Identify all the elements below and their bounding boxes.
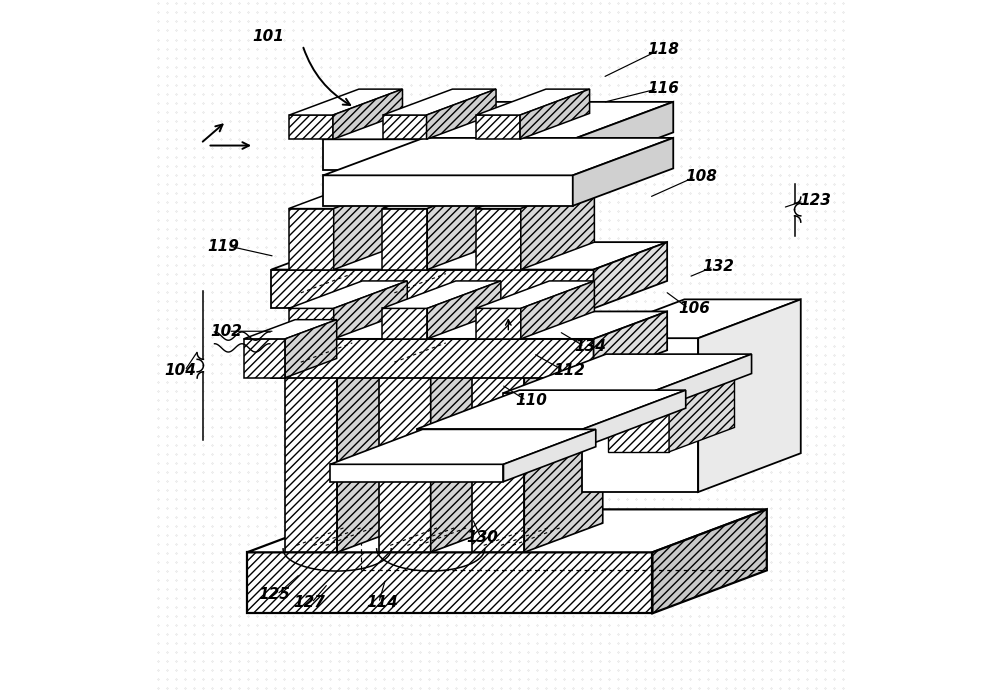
Polygon shape — [323, 175, 573, 206]
Polygon shape — [382, 209, 427, 270]
Polygon shape — [289, 115, 333, 139]
Polygon shape — [427, 89, 496, 139]
Polygon shape — [521, 281, 594, 339]
Text: 127: 127 — [293, 595, 325, 611]
Polygon shape — [649, 354, 752, 412]
Polygon shape — [289, 209, 334, 270]
Text: 125: 125 — [259, 587, 291, 602]
Polygon shape — [472, 369, 524, 552]
Text: 101: 101 — [252, 28, 284, 44]
Polygon shape — [323, 138, 673, 175]
Text: 132: 132 — [702, 259, 734, 274]
Polygon shape — [503, 354, 752, 393]
Polygon shape — [289, 281, 407, 308]
Polygon shape — [333, 89, 402, 139]
Polygon shape — [476, 281, 594, 308]
Polygon shape — [334, 181, 407, 270]
Polygon shape — [594, 242, 667, 308]
Text: 106: 106 — [678, 301, 710, 316]
Polygon shape — [669, 378, 735, 452]
Polygon shape — [289, 89, 402, 115]
Polygon shape — [427, 181, 501, 270]
Polygon shape — [476, 115, 520, 139]
Polygon shape — [503, 430, 596, 482]
Polygon shape — [573, 138, 673, 206]
Polygon shape — [330, 464, 503, 482]
Polygon shape — [608, 402, 669, 452]
Polygon shape — [285, 369, 337, 552]
Polygon shape — [244, 319, 337, 339]
Polygon shape — [521, 181, 594, 270]
Polygon shape — [608, 378, 735, 402]
Polygon shape — [271, 242, 667, 270]
Polygon shape — [472, 340, 603, 369]
Polygon shape — [244, 339, 285, 378]
Text: 110: 110 — [515, 393, 547, 408]
Text: 114: 114 — [366, 595, 398, 611]
Polygon shape — [652, 509, 767, 613]
Polygon shape — [582, 338, 698, 492]
Polygon shape — [271, 339, 594, 378]
Text: 118: 118 — [647, 42, 679, 58]
Text: 108: 108 — [685, 169, 717, 184]
Polygon shape — [476, 308, 521, 339]
Text: 130: 130 — [467, 529, 499, 545]
Polygon shape — [323, 102, 673, 139]
Polygon shape — [323, 139, 573, 170]
Polygon shape — [594, 311, 667, 378]
Polygon shape — [379, 369, 431, 552]
Polygon shape — [382, 181, 501, 209]
Text: 112: 112 — [553, 363, 585, 378]
Text: 102: 102 — [210, 324, 242, 339]
Polygon shape — [382, 281, 501, 308]
Text: 134: 134 — [574, 339, 606, 354]
Polygon shape — [431, 340, 509, 552]
Polygon shape — [417, 390, 686, 429]
Polygon shape — [334, 281, 407, 339]
Polygon shape — [285, 319, 337, 378]
Text: 123: 123 — [799, 193, 831, 209]
Polygon shape — [524, 340, 603, 552]
Polygon shape — [427, 281, 501, 339]
Polygon shape — [417, 429, 583, 447]
Polygon shape — [476, 181, 594, 209]
Polygon shape — [289, 308, 334, 339]
Polygon shape — [383, 89, 496, 115]
Polygon shape — [698, 299, 801, 492]
Polygon shape — [382, 308, 427, 339]
Polygon shape — [289, 181, 407, 209]
Polygon shape — [583, 390, 686, 447]
Polygon shape — [476, 209, 521, 270]
Polygon shape — [573, 102, 673, 170]
Polygon shape — [271, 311, 667, 339]
Polygon shape — [379, 340, 509, 369]
Polygon shape — [383, 115, 427, 139]
Polygon shape — [337, 340, 416, 552]
Polygon shape — [330, 430, 596, 464]
Polygon shape — [271, 270, 594, 308]
Polygon shape — [247, 552, 652, 613]
Polygon shape — [476, 89, 590, 115]
Polygon shape — [285, 340, 416, 369]
Polygon shape — [503, 393, 649, 412]
Text: 119: 119 — [207, 238, 239, 254]
Text: 116: 116 — [647, 81, 679, 96]
Polygon shape — [247, 509, 767, 552]
Polygon shape — [582, 299, 801, 338]
Polygon shape — [520, 89, 590, 139]
Text: 104: 104 — [164, 363, 196, 378]
